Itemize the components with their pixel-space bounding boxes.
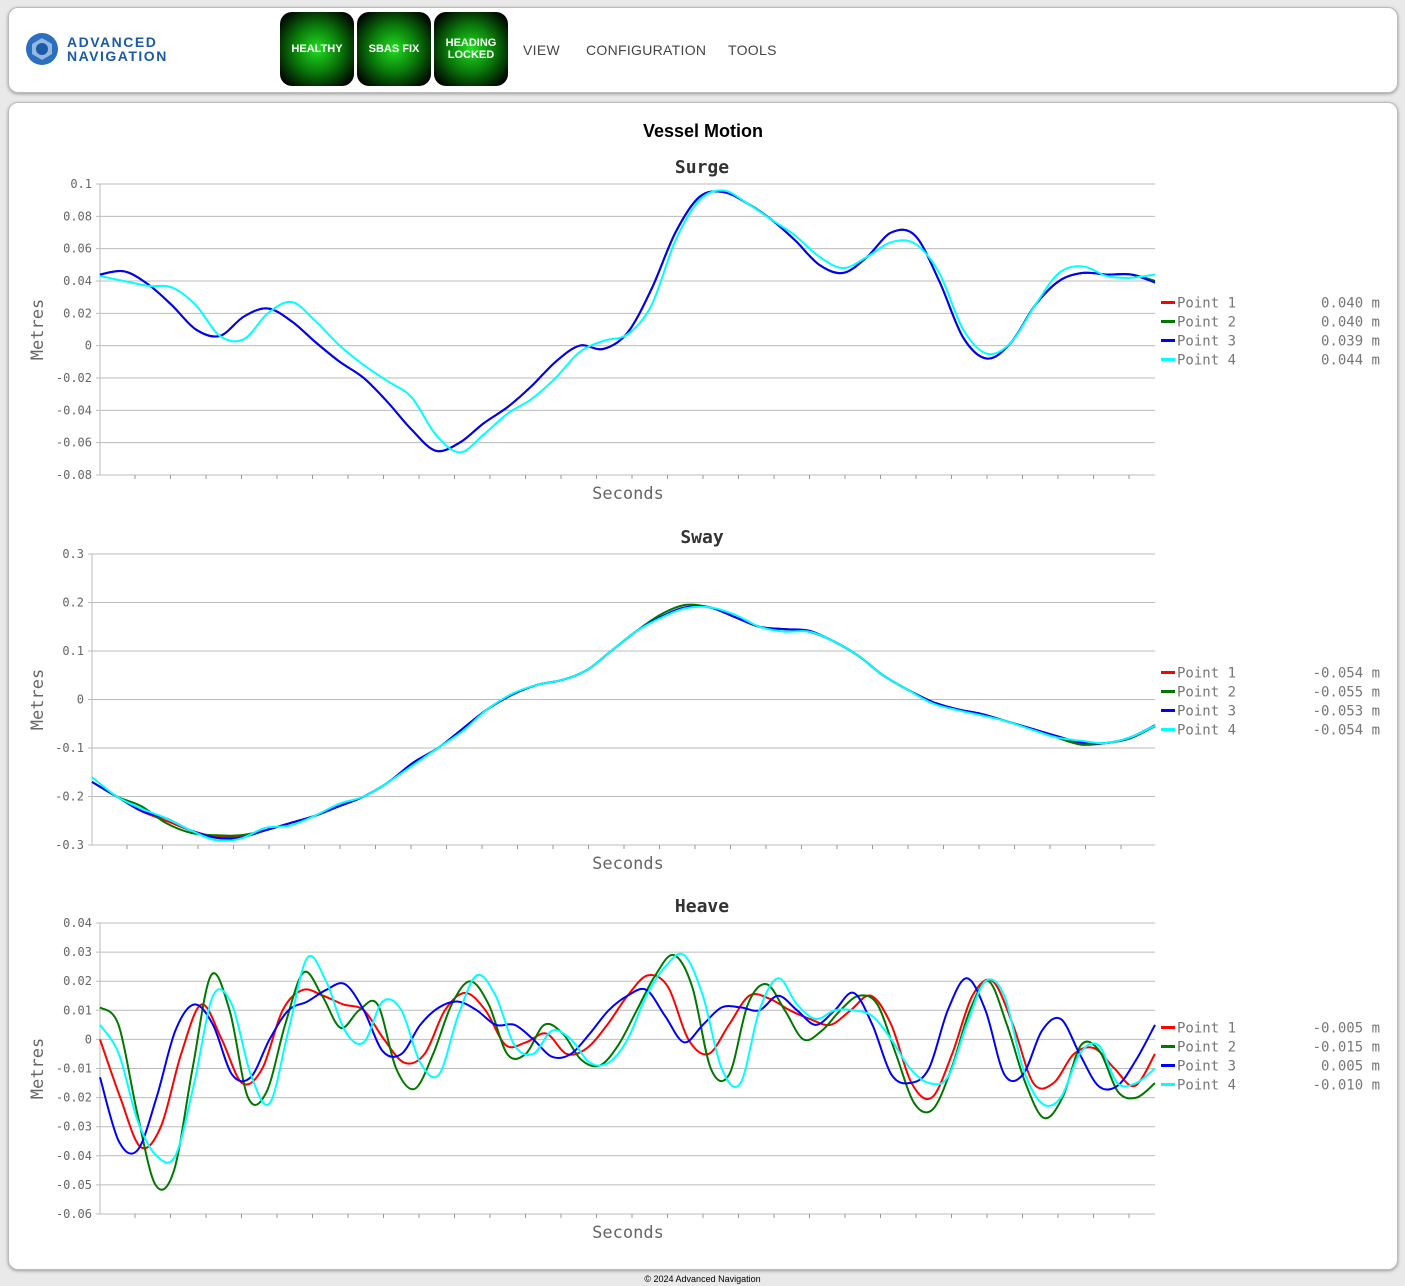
y-tick-label: -0.05 [56, 1178, 92, 1192]
legend-value: -0.015 m [1313, 1040, 1380, 1056]
y-tick-label: 0.1 [70, 177, 92, 191]
legend-label: Point 3 [1177, 1059, 1236, 1075]
series-line-2 [91, 603, 1156, 837]
top-nav-bar: ADVANCED NAVIGATION HEALTHY SBAS FIX HEAD… [8, 7, 1398, 93]
y-tick-label: 0 [85, 339, 92, 353]
y-tick-label: -0.2 [55, 790, 84, 804]
y-tick-label: -0.02 [56, 371, 92, 385]
status-heading-locked[interactable]: HEADING LOCKED [434, 12, 508, 86]
logo[interactable]: ADVANCED NAVIGATION [25, 32, 168, 66]
series-line-1 [99, 190, 1156, 453]
y-tick-label: 0 [85, 1032, 92, 1046]
y-tick-label: 0.02 [63, 974, 92, 988]
y-tick-label: -0.02 [56, 1091, 92, 1105]
advanced-navigation-logo-icon [26, 33, 58, 65]
x-axis-label: Seconds [592, 484, 664, 504]
footer: © 2024 Advanced Navigation [644, 1274, 761, 1284]
legend-label: Point 1 [1177, 296, 1236, 312]
chart-heave: Heave 0.04 0.03 0.02 0.01 0 -0.01 -0.02 -0.03 -0.… [28, 896, 1380, 1243]
y-tick-label: -0.08 [56, 468, 92, 482]
legend-label: Point 2 [1177, 1040, 1236, 1056]
legend-label: Point 2 [1177, 315, 1236, 331]
y-axis-label: Metres [28, 1038, 48, 1099]
chart-sway: Sway 0.3 0.2 0.1 0 -0.1 -0.2 -0.3 Seconds Metres P… [28, 527, 1380, 874]
chart-title: Sway [680, 527, 724, 548]
legend-value: 0.040 m [1321, 296, 1380, 312]
logo-text: NAVIGATION [67, 48, 168, 64]
page-title: Vessel Motion [642, 121, 764, 141]
y-tick-label: -0.06 [56, 436, 92, 450]
y-tick-label: -0.1 [55, 741, 84, 755]
legend-value: -0.054 m [1313, 723, 1380, 739]
y-tick-label: -0.04 [56, 1149, 92, 1163]
y-tick-label: 0 [77, 693, 84, 707]
y-tick-label: -0.01 [56, 1062, 92, 1076]
status-label: SBAS FIX [368, 43, 420, 55]
x-axis-label: Seconds [592, 854, 664, 874]
nav-tools[interactable]: TOOLS [728, 42, 777, 58]
main-panel: Vessel Motion [8, 102, 1398, 1270]
legend-value: 0.040 m [1321, 315, 1380, 331]
legend-label: Point 3 [1177, 334, 1236, 350]
status-sbas-fix[interactable]: SBAS FIX [357, 12, 431, 86]
chart-title: Surge [675, 157, 729, 178]
y-axis-label: Metres [28, 299, 48, 360]
y-tick-label: -0.04 [56, 403, 92, 417]
series-line-4 [99, 952, 1156, 1164]
y-axis-label: Metres [28, 669, 48, 730]
legend-value: -0.010 m [1313, 1078, 1380, 1094]
y-tick-label: -0.3 [55, 838, 84, 852]
chart-title: Heave [675, 896, 729, 917]
legend-label: Point 2 [1177, 685, 1236, 701]
legend-label: Point 4 [1177, 353, 1236, 369]
nav-configuration[interactable]: CONFIGURATION [586, 42, 707, 58]
legend-label: Point 4 [1177, 723, 1236, 739]
y-tick-label: -0.06 [56, 1207, 92, 1221]
legend-label: Point 4 [1177, 1078, 1236, 1094]
chart-surge: Surge 0.1 0.08 0.06 0.04 0.02 0 -0.02 -0.04 -0.06… [28, 157, 1380, 504]
series-line-4 [99, 189, 1156, 454]
legend-label: Point 1 [1177, 1021, 1236, 1037]
status-healthy[interactable]: HEALTHY [280, 12, 354, 86]
x-axis-label: Seconds [592, 1223, 664, 1243]
y-tick-label: 0.01 [63, 1003, 92, 1017]
legend-value: -0.005 m [1313, 1021, 1380, 1037]
y-tick-label: 0.03 [63, 945, 92, 959]
y-tick-label: -0.03 [56, 1120, 92, 1134]
legend-label: Point 3 [1177, 704, 1236, 720]
y-tick-label: 0.04 [63, 274, 92, 288]
legend-value: -0.053 m [1313, 704, 1380, 720]
logo-text: ADVANCED [67, 34, 158, 50]
series-line-2 [99, 953, 1156, 1191]
legend-value: 0.044 m [1321, 353, 1380, 369]
series-line-1 [99, 974, 1156, 1150]
legend-value: 0.005 m [1321, 1059, 1380, 1075]
series-line-2 [99, 190, 1156, 453]
y-tick-label: 0.04 [63, 916, 92, 930]
legend-value: 0.039 m [1321, 334, 1380, 350]
series-line-3 [99, 977, 1156, 1155]
y-tick-label: 0.06 [63, 242, 92, 256]
legend-label: Point 1 [1177, 666, 1236, 682]
y-tick-label: 0.08 [63, 209, 92, 223]
legend-value: -0.054 m [1313, 666, 1380, 682]
status-label: HEALTHY [291, 43, 343, 55]
y-tick-label: 0.3 [62, 547, 84, 561]
nav-view[interactable]: VIEW [523, 42, 560, 58]
y-tick-label: 0.1 [62, 644, 84, 658]
series-line-3 [99, 190, 1156, 453]
legend-value: -0.055 m [1313, 685, 1380, 701]
y-tick-label: 0.2 [62, 596, 84, 610]
y-tick-label: 0.02 [63, 306, 92, 320]
series-line-4 [91, 605, 1156, 842]
status-label: HEADING LOCKED [445, 37, 497, 61]
